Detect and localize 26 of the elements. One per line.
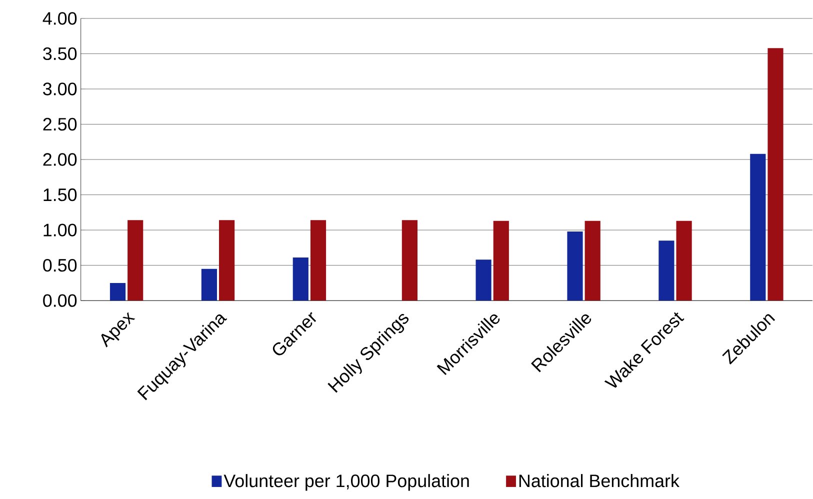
bar — [201, 268, 218, 301]
y-tick-label: 3.50 — [43, 47, 77, 60]
bar — [493, 220, 509, 301]
bar — [567, 231, 583, 301]
bar — [219, 220, 235, 301]
bar — [402, 220, 418, 301]
y-tick-label: 2.50 — [43, 118, 77, 131]
y-tick-label: 2.00 — [43, 153, 77, 166]
bar — [128, 220, 144, 301]
y-tick-label: 1.00 — [44, 224, 77, 236]
bar — [584, 220, 600, 301]
bar — [310, 220, 326, 301]
bar — [292, 258, 308, 301]
y-tick-label: 0.00 — [43, 294, 77, 307]
legend-label: Volunteer per 1,000 Population — [224, 474, 469, 491]
y-tick-label: 3.00 — [43, 82, 77, 96]
bar — [750, 154, 766, 301]
bar — [476, 260, 492, 301]
bar — [768, 48, 784, 301]
y-tick-label: 4.00 — [42, 12, 77, 25]
bar — [676, 220, 692, 301]
bar — [110, 282, 126, 301]
y-tick-label: 0.50 — [43, 258, 77, 272]
y-tick-label: 1.50 — [44, 188, 77, 202]
bar — [658, 240, 674, 301]
legend-label: National Benchmark — [519, 474, 680, 488]
